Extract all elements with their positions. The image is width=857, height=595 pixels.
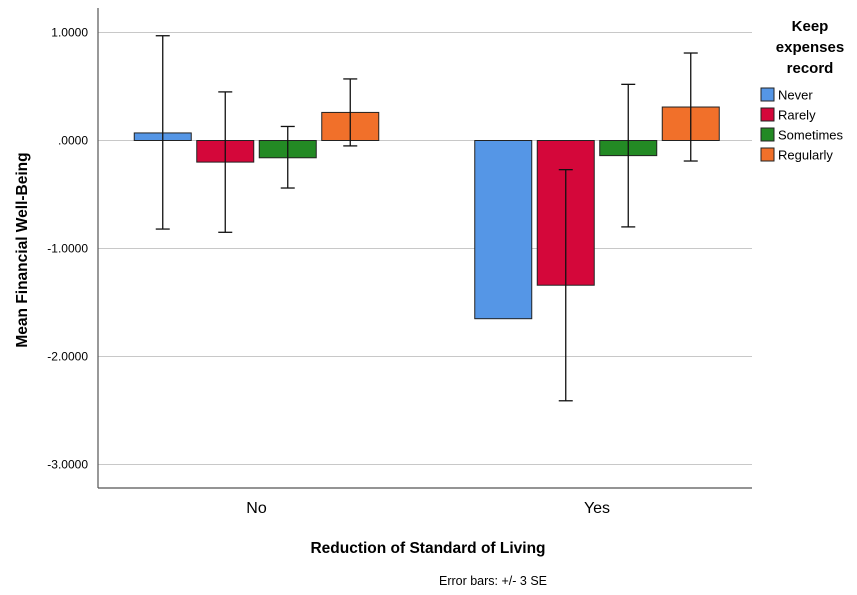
x-category-label: Yes — [584, 500, 610, 517]
legend-swatch — [761, 108, 774, 121]
y-tick-label: -1.0000 — [47, 242, 88, 256]
legend-title-line-1: Keep — [792, 18, 829, 35]
x-category-labels: No Yes — [246, 500, 610, 517]
error-bars-note: Error bars: +/- 3 SE — [439, 574, 547, 588]
y-tick-labels: 1.0000 .0000 -1.0000 -2.0000 -3.0000 — [47, 26, 88, 472]
bars — [134, 107, 719, 319]
legend-swatch — [761, 88, 774, 101]
legend-title-line-2: expenses — [776, 39, 844, 56]
y-tick-label: -2.0000 — [47, 350, 88, 364]
y-tick-label: 1.0000 — [51, 26, 88, 40]
y-axis-title: Mean Financial Well-Being — [14, 152, 31, 347]
y-tick-label: -3.0000 — [47, 458, 88, 472]
bar-never-yes — [475, 141, 532, 319]
legend-item-rarely: Rarely — [761, 108, 816, 123]
legend-item-sometimes: Sometimes — [761, 128, 844, 143]
error-bar-never-no — [156, 36, 170, 229]
legend-label: Regularly — [778, 148, 833, 163]
legend-label: Never — [778, 88, 813, 103]
x-category-label: No — [246, 500, 267, 517]
legend-swatch — [761, 128, 774, 141]
legend-item-regularly: Regularly — [761, 148, 833, 163]
legend-title-line-3: record — [787, 60, 834, 77]
legend-label: Sometimes — [778, 128, 844, 143]
legend-label: Rarely — [778, 108, 816, 123]
gridlines — [98, 33, 752, 465]
legend-swatch — [761, 148, 774, 161]
y-tick-label: .0000 — [58, 134, 88, 148]
legend-item-never: Never — [761, 88, 813, 103]
legend: Keep expenses record Never Rarely Sometime… — [761, 18, 844, 163]
x-axis-title: Reduction of Standard of Living — [310, 540, 545, 557]
error-bars — [156, 36, 698, 401]
